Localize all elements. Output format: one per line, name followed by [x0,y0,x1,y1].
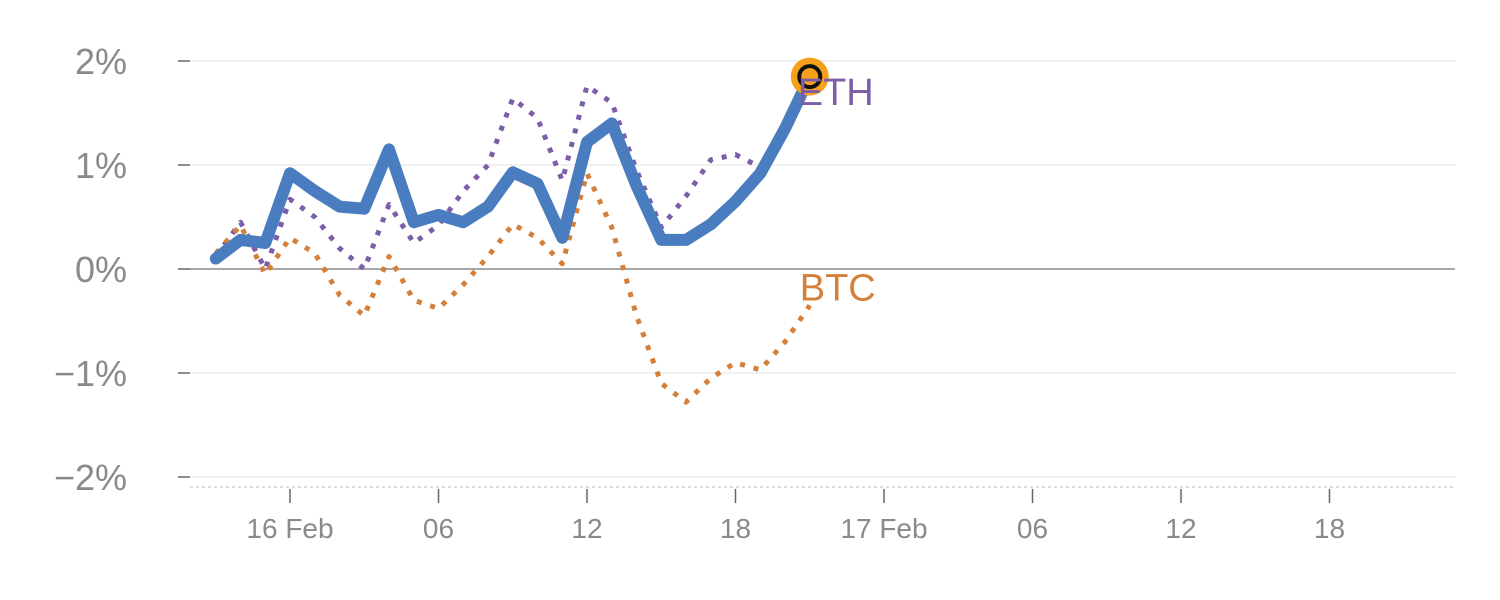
series-label-btc-dotted: BTC [800,267,876,309]
x-tick-label: 18 [1314,513,1345,544]
x-tick-label: 12 [571,513,602,544]
series-line-main-solid [209,70,816,265]
x-tick-label: 16 Feb [246,513,333,544]
x-tick-label: 18 [720,513,751,544]
grid-layer [190,60,1455,478]
series-layer [209,57,829,405]
y-tick-label: 1% [75,145,127,186]
y-tick-label: 2% [75,41,127,82]
y-axis: 2% 1% 0% −1% −2% [54,41,190,498]
x-tick-label: 12 [1165,513,1196,544]
x-tick-label: 06 [1017,513,1048,544]
y-tick-label: −1% [54,353,127,394]
series-line-eth-dotted [213,82,812,272]
end-marker-ring [797,64,823,90]
series-labels: ETH BTC [798,72,876,310]
x-axis: 16 Feb 06 12 18 17 Feb 06 12 18 [190,486,1455,544]
series-label-eth-dotted: ETH [798,72,874,114]
y-tick-label: 0% [75,249,127,290]
end-marker-halo [790,57,829,96]
x-tick-label: 06 [423,513,454,544]
x-tick-label: 17 Feb [840,513,927,544]
y-tick-label: −2% [54,457,127,498]
